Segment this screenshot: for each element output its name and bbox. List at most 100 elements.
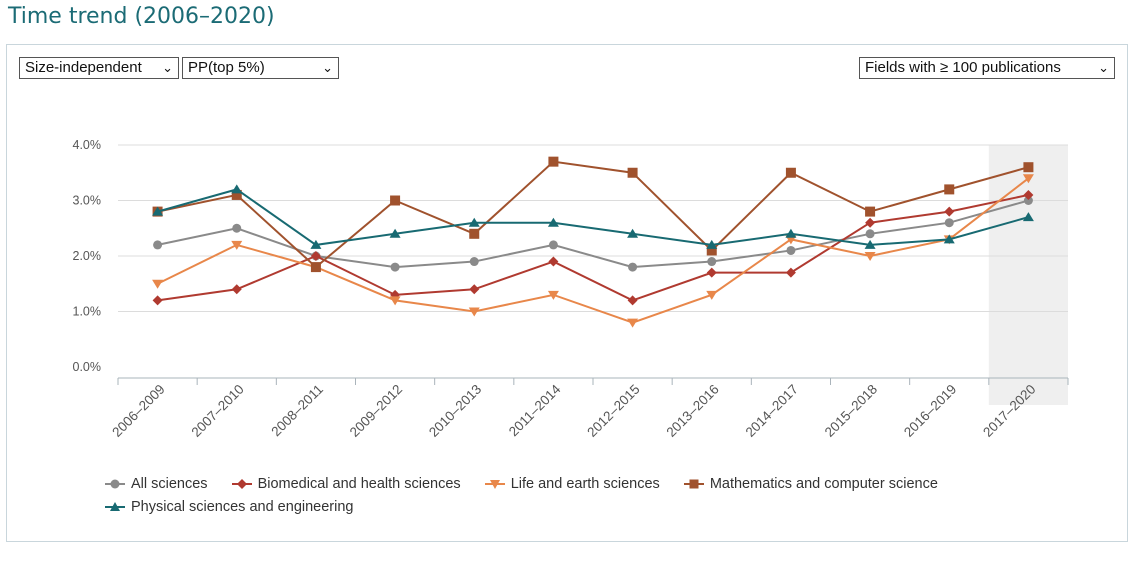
data-point — [944, 184, 955, 195]
legend-marker-icon — [231, 478, 252, 489]
data-point — [152, 279, 164, 289]
data-point — [310, 262, 321, 273]
x-tick-label: 2016–2019 — [901, 382, 959, 440]
field-filter-select[interactable]: Fields with ≥ 100 publications ⌄ — [859, 57, 1115, 79]
chevron-down-icon: ⌄ — [322, 60, 333, 75]
data-point — [1023, 162, 1034, 173]
legend-item[interactable]: All sciences — [105, 472, 208, 495]
data-point — [944, 206, 955, 217]
highlight-band — [988, 145, 1068, 405]
series-line — [157, 193, 1029, 302]
data-point — [547, 217, 559, 227]
y-tick-label: 4.0% — [73, 138, 102, 152]
chevron-down-icon: ⌄ — [162, 60, 173, 75]
legend-label: Mathematics and computer science — [709, 475, 938, 492]
x-tick-label: 2015–2018 — [822, 382, 880, 440]
data-point — [786, 245, 796, 255]
legend-item[interactable]: Mathematics and computer science — [683, 472, 938, 495]
series-line — [157, 177, 1030, 324]
data-point — [231, 189, 242, 200]
data-point — [865, 206, 876, 217]
data-point — [548, 156, 559, 167]
x-tick-label: 2011–2014 — [506, 381, 564, 439]
x-tick-label: 2006–2009 — [109, 382, 167, 440]
y-tick-label: 0.0% — [73, 360, 102, 374]
data-point — [548, 240, 558, 250]
data-point — [389, 228, 401, 238]
data-point — [707, 257, 717, 267]
data-point — [865, 217, 876, 228]
legend-marker-icon — [683, 479, 704, 488]
legend-label: Biomedical and health sciences — [257, 475, 461, 492]
series-line — [157, 188, 1029, 246]
data-point — [627, 167, 638, 178]
data-point — [152, 295, 163, 306]
data-point — [627, 295, 638, 306]
data-point — [1022, 212, 1034, 222]
legend-item[interactable]: Physical sciences and engineering — [105, 495, 353, 518]
x-tick-label: 2010–2013 — [426, 382, 484, 440]
data-point — [627, 318, 639, 328]
data-point — [785, 228, 797, 238]
chart-panel: Size-independent ⌄ PP(top 5%) ⌄ Fields w… — [6, 44, 1128, 542]
legend-label: Physical sciences and engineering — [131, 498, 354, 515]
data-point — [548, 256, 559, 267]
data-point — [627, 228, 639, 238]
data-point — [310, 251, 321, 261]
data-point — [468, 217, 480, 227]
data-point — [389, 296, 401, 306]
data-point — [1023, 196, 1033, 205]
legend-item[interactable]: Biomedical and health sciences — [231, 472, 461, 495]
page-title: Time trend (2006–2020) — [8, 4, 275, 29]
data-point — [1023, 189, 1034, 200]
indicator-select[interactable]: PP(top 5%) ⌄ — [182, 57, 339, 79]
data-point — [152, 206, 164, 216]
data-point — [390, 195, 401, 206]
legend-marker-icon — [484, 479, 505, 489]
x-tick-label: 2008–2011 — [268, 382, 326, 440]
indicator-type-select[interactable]: Size-independent ⌄ — [19, 57, 179, 79]
indicator-type-value: Size-independent — [25, 59, 142, 76]
data-point — [628, 262, 638, 272]
y-tick-label: 1.0% — [73, 305, 102, 319]
data-point — [231, 284, 242, 295]
x-tick-label: 2013–2016 — [663, 382, 721, 440]
x-tick-label: 2012–2015 — [584, 382, 642, 440]
y-tick-label: 3.0% — [73, 194, 102, 208]
data-point — [469, 228, 480, 239]
field-filter-value: Fields with ≥ 100 publications — [865, 59, 1061, 76]
x-tick-label: 2014–2017 — [743, 382, 801, 440]
data-point — [864, 239, 876, 249]
data-point — [231, 240, 243, 250]
chart-legend: All sciences Biomedical and health scienc… — [105, 472, 1065, 518]
data-point — [864, 252, 876, 261]
data-point — [390, 262, 400, 272]
y-tick-label: 2.0% — [73, 249, 102, 263]
data-point — [785, 267, 796, 278]
data-point — [232, 223, 242, 233]
legend-item[interactable]: Life and earth sciences — [484, 472, 660, 495]
line-chart: 0.0% 1.0% 2.0% 3.0% 4.0% 2006–2009 2007–2010 20… — [73, 138, 1069, 440]
data-point — [865, 229, 875, 239]
data-point — [231, 184, 243, 194]
data-point — [943, 234, 955, 244]
data-point — [706, 267, 717, 278]
x-tick-label: 2009–2012 — [347, 382, 405, 440]
data-point — [469, 257, 479, 267]
data-point — [706, 245, 717, 256]
data-point — [944, 218, 954, 228]
legend-label: All sciences — [131, 475, 208, 492]
x-tick-label: 2007–2010 — [188, 382, 246, 440]
data-point — [785, 167, 796, 178]
data-point — [153, 240, 163, 250]
legend-marker-icon — [105, 501, 125, 511]
series-line — [157, 199, 1029, 269]
data-point — [1022, 174, 1034, 184]
data-point — [706, 290, 718, 300]
chevron-down-icon: ⌄ — [1098, 60, 1109, 75]
data-point — [469, 284, 480, 295]
legend-marker-icon — [105, 479, 125, 488]
indicator-value: PP(top 5%) — [188, 59, 265, 76]
legend-label: Life and earth sciences — [510, 475, 660, 492]
series-line — [157, 160, 1029, 269]
